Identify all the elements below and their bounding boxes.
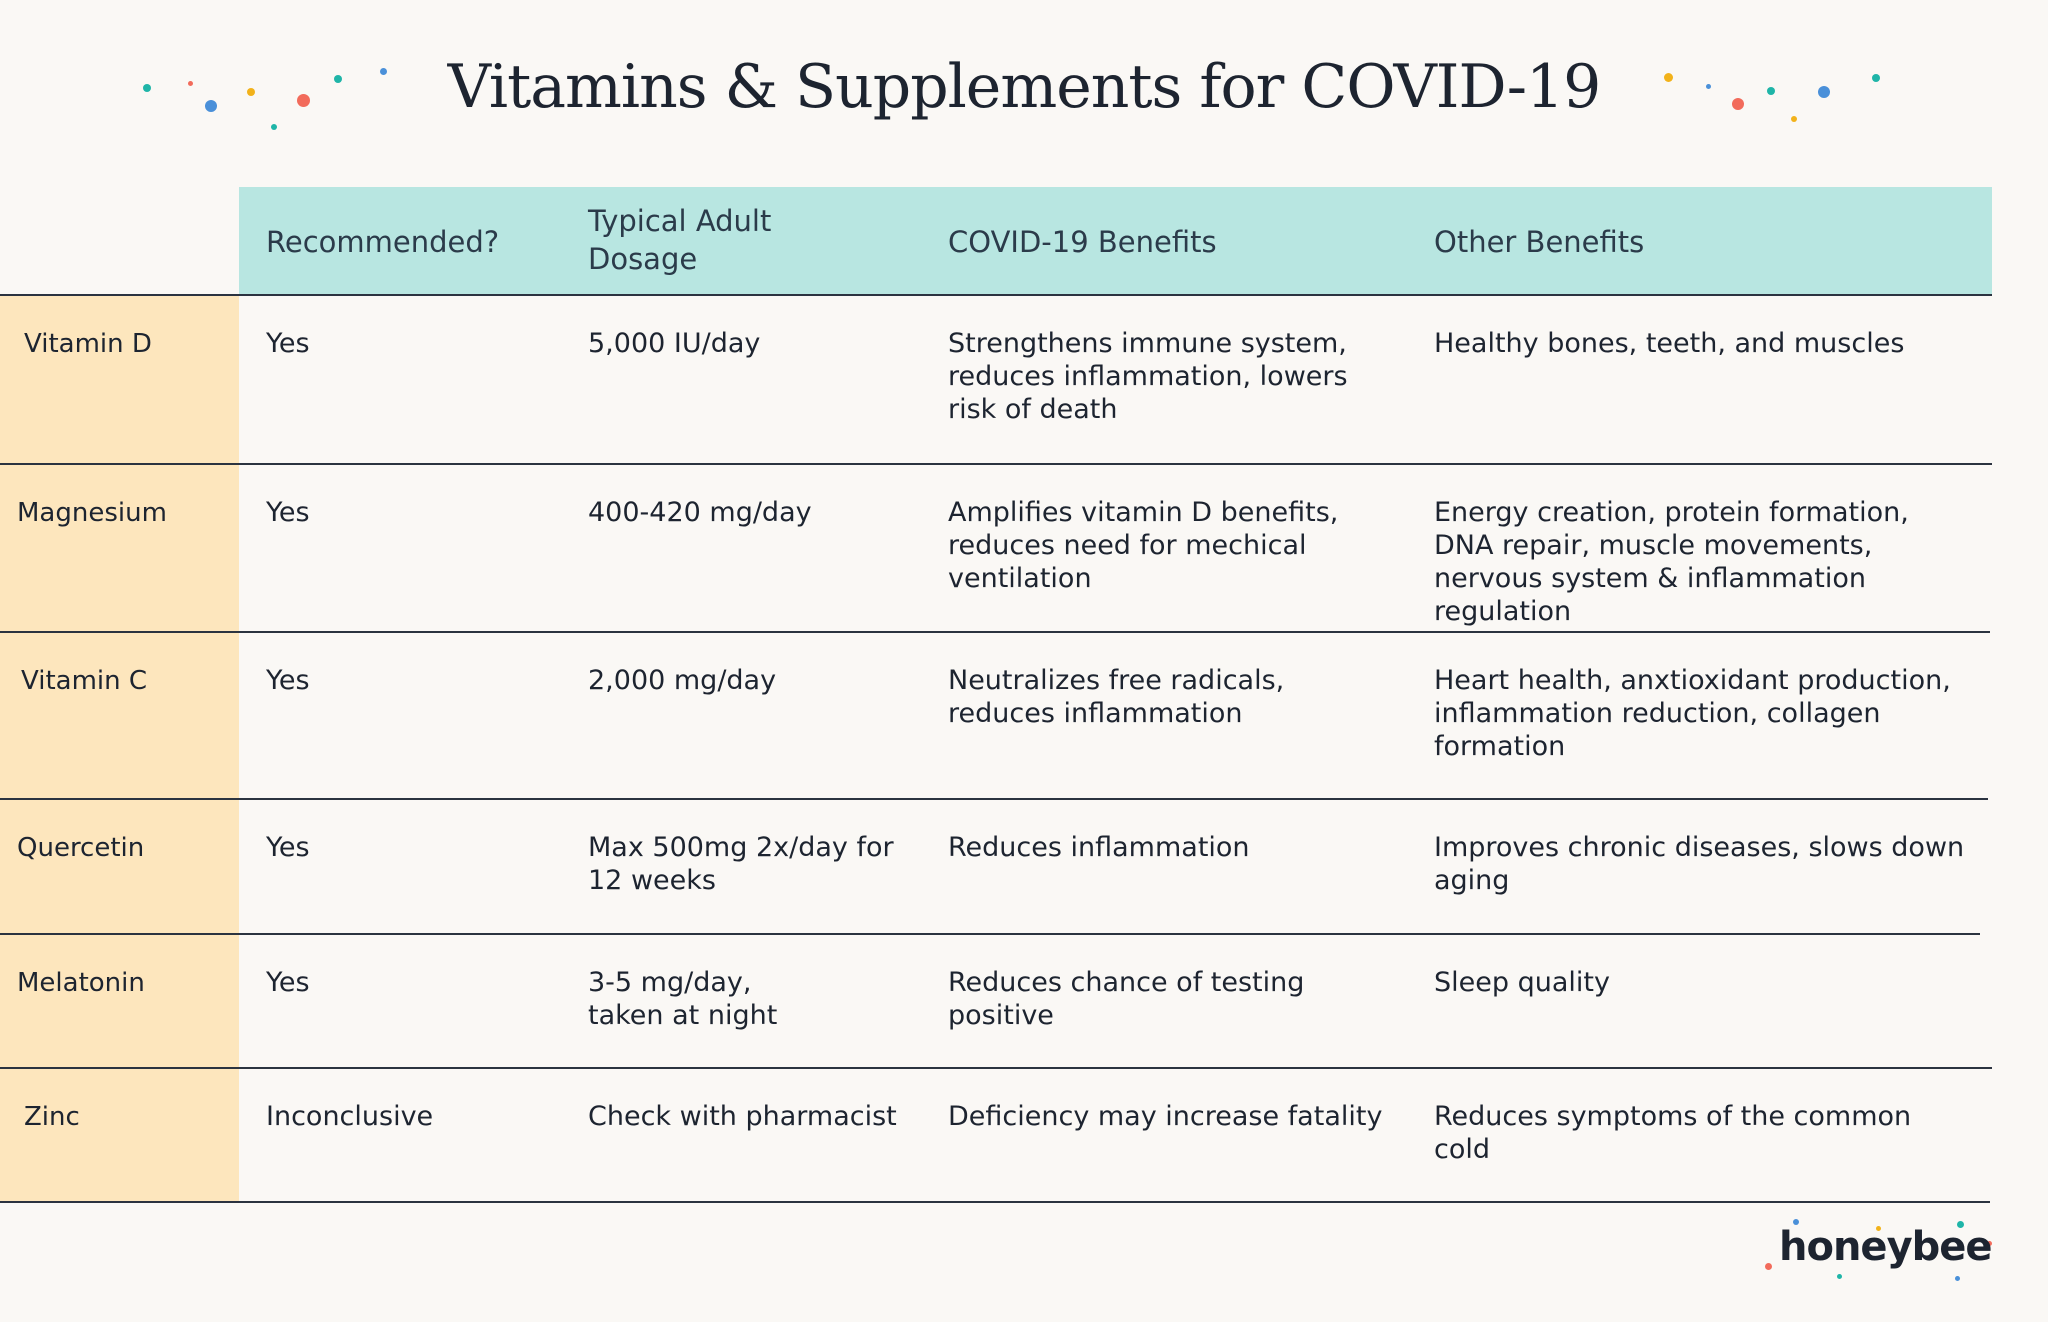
confetti-dot <box>379 67 387 75</box>
cell: Yes <box>266 665 310 696</box>
row-divider <box>0 1201 1990 1203</box>
name-band <box>0 295 239 1202</box>
cell: Sleep quality <box>1434 967 1610 998</box>
header-band <box>239 187 1992 294</box>
row-divider <box>0 463 1992 465</box>
confetti-dot <box>205 100 217 112</box>
row-name: Vitamin C <box>21 666 148 696</box>
confetti-dot <box>1793 1219 1799 1225</box>
confetti-dot <box>143 84 151 92</box>
column-header: Typical Adult Dosage <box>588 204 772 276</box>
confetti-dot <box>1732 98 1744 110</box>
confetti-dot <box>271 124 277 130</box>
cell: Improves chronic diseases, slows down ag… <box>1434 832 1965 896</box>
confetti-dot <box>1956 1220 1964 1228</box>
confetti-dot <box>1705 83 1711 89</box>
confetti-dot <box>1663 72 1673 82</box>
row-divider <box>0 1067 1992 1069</box>
cell: Healthy bones, teeth, and muscles <box>1434 328 1905 359</box>
cell: Reduces symptoms of the common cold <box>1434 1101 1912 1165</box>
cell: Heart health, anxtioxidant production, i… <box>1434 665 1951 762</box>
cell: Yes <box>266 497 310 528</box>
confetti-dot <box>1872 74 1880 82</box>
row-divider <box>0 294 1992 296</box>
confetti-dot <box>296 93 310 107</box>
cell: 5,000 IU/day <box>588 328 761 359</box>
row-name: Magnesium <box>17 498 167 528</box>
cell: 2,000 mg/day <box>588 665 777 696</box>
confetti-dot <box>1954 1275 1960 1281</box>
confetti-dot <box>1764 1262 1772 1270</box>
cell: Max 500mg 2x/day for 12 weeks <box>588 832 894 896</box>
cell: 400-420 mg/day <box>588 497 812 528</box>
brand-logo: honeybee <box>1779 1224 1993 1270</box>
row-name: Vitamin D <box>24 329 152 359</box>
cell: Inconclusive <box>266 1101 434 1132</box>
cell: Strengthens immune system, reduces infla… <box>948 328 1348 425</box>
cell: Yes <box>266 328 310 359</box>
confetti-dot <box>1818 86 1830 98</box>
row-divider <box>0 631 1990 633</box>
cell: Energy creation, protein formation, DNA … <box>1434 497 1909 627</box>
row-name: Melatonin <box>17 968 145 998</box>
confetti-dot <box>1767 87 1775 95</box>
cell: Amplifies vitamin D benefits, reduces ne… <box>948 497 1339 594</box>
cell: 3-5 mg/day, taken at night <box>588 967 778 1031</box>
confetti-dot <box>1791 116 1797 122</box>
confetti-dot <box>1836 1273 1842 1279</box>
cell: Yes <box>266 832 310 863</box>
row-name: Zinc <box>24 1102 80 1132</box>
column-header: Recommended? <box>266 225 500 259</box>
cell: Neutralizes free radicals, reduces infla… <box>948 665 1285 729</box>
cell: Yes <box>266 967 310 998</box>
cell: Reduces inflammation <box>948 832 1250 863</box>
row-divider <box>0 933 1980 935</box>
row-divider <box>0 798 1988 800</box>
confetti-dot <box>1986 1240 1992 1246</box>
column-header: Other Benefits <box>1434 225 1645 259</box>
confetti-dot <box>187 80 193 86</box>
column-header: COVID-19 Benefits <box>948 225 1217 259</box>
cell: Check with pharmacist <box>588 1101 897 1132</box>
cell: Reduces chance of testing positive <box>948 967 1305 1031</box>
cell: Deficiency may increase fatality <box>948 1101 1383 1132</box>
confetti-dot <box>247 88 255 96</box>
row-name: Quercetin <box>17 833 145 863</box>
confetti-dot <box>334 75 342 83</box>
title: Vitamins & Supplements for COVID-19 <box>447 52 1602 122</box>
confetti-dot <box>1875 1225 1881 1231</box>
